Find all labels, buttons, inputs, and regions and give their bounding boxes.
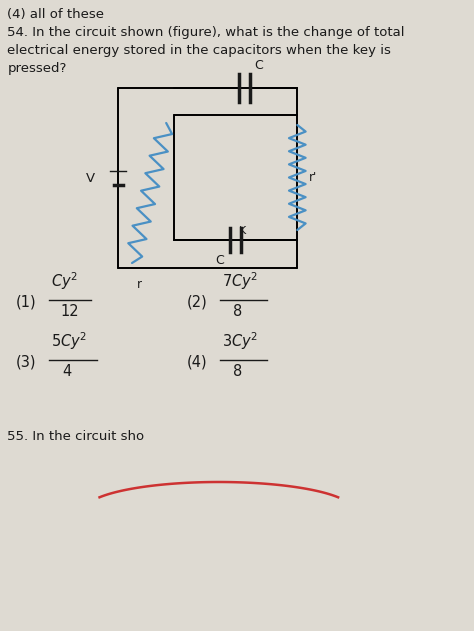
Text: r: r bbox=[137, 278, 142, 291]
Text: C: C bbox=[215, 254, 224, 267]
Text: C: C bbox=[254, 59, 263, 72]
Text: 4: 4 bbox=[62, 364, 72, 379]
Text: r': r' bbox=[309, 171, 317, 184]
Text: (3): (3) bbox=[16, 355, 36, 370]
Text: pressed?: pressed? bbox=[8, 62, 67, 75]
Text: (1): (1) bbox=[16, 295, 36, 309]
Text: $Cy^2$: $Cy^2$ bbox=[51, 270, 78, 292]
Text: 54. In the circuit shown (figure), what is the change of total: 54. In the circuit shown (figure), what … bbox=[8, 26, 405, 39]
Text: V: V bbox=[86, 172, 95, 184]
Text: (2): (2) bbox=[186, 295, 207, 309]
Text: $5Cy^2$: $5Cy^2$ bbox=[51, 330, 87, 352]
Text: electrical energy stored in the capacitors when the key is: electrical energy stored in the capacito… bbox=[8, 44, 391, 57]
Text: 8: 8 bbox=[233, 304, 242, 319]
Text: 8: 8 bbox=[233, 364, 242, 379]
Text: (4) all of these: (4) all of these bbox=[8, 8, 104, 21]
Text: 55. In the circuit sho: 55. In the circuit sho bbox=[8, 430, 145, 443]
Text: (4): (4) bbox=[186, 355, 207, 370]
Text: $7Cy^2$: $7Cy^2$ bbox=[221, 270, 258, 292]
Text: 12: 12 bbox=[61, 304, 79, 319]
Text: K: K bbox=[239, 226, 246, 236]
Text: $3Cy^2$: $3Cy^2$ bbox=[221, 330, 258, 352]
